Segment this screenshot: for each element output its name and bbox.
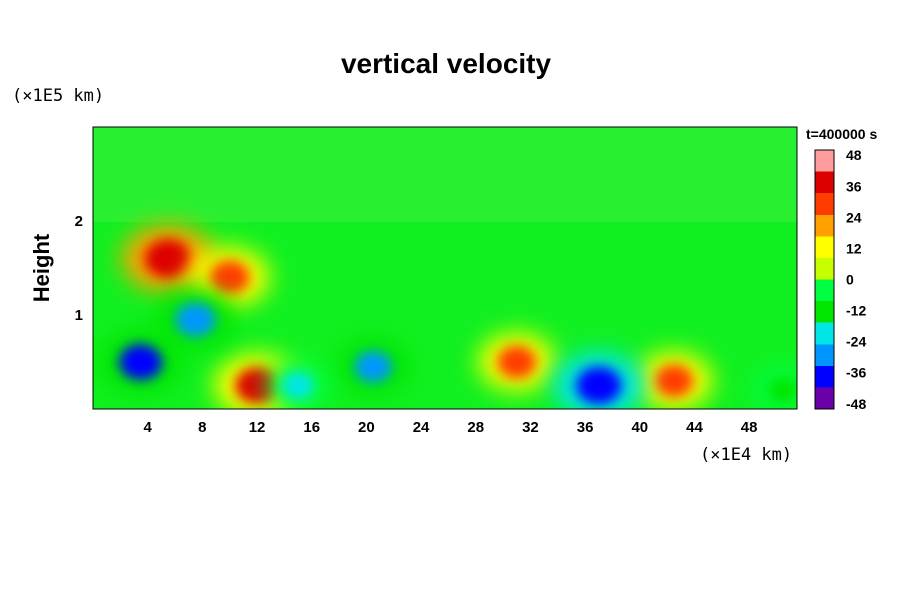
x-tick-label: 48 <box>741 419 758 436</box>
heatmap-cell <box>119 344 163 380</box>
colorbar-tick-label: 0 <box>846 272 854 288</box>
heatmap-features <box>97 224 797 409</box>
plot-frame <box>92 126 798 410</box>
colorbar-scale <box>814 149 835 410</box>
heatmap-cell <box>354 351 392 383</box>
x-axis-unit: (×1E4 km) <box>700 445 792 465</box>
y-axis-label: Height <box>29 233 54 302</box>
heatmap-cell <box>175 302 216 337</box>
y-axis-ticks: 12 <box>75 213 83 324</box>
x-tick-label: 12 <box>249 419 266 436</box>
heatmap-cell <box>235 367 279 404</box>
heatmap-cell <box>209 260 250 295</box>
time-label: t=400000 s <box>806 126 877 142</box>
colorbar-tick-label: -48 <box>846 396 866 412</box>
colorbar-tick-label: 36 <box>846 178 862 194</box>
x-tick-label: 40 <box>631 419 648 436</box>
y-axis-unit: (×1E5 km) <box>12 86 104 106</box>
chart-title: vertical velocity <box>341 48 552 79</box>
colorbar-labels: 48 36 24 12 0 -12 -24 -36 -48 <box>846 147 866 412</box>
colorbar-tick-label: 48 <box>846 147 862 163</box>
colorbar-tick-label: -12 <box>846 303 866 319</box>
x-tick-label: 32 <box>522 419 539 436</box>
heatmap-cell <box>282 371 315 400</box>
x-tick-label: 4 <box>144 419 153 436</box>
colorbar-tick-label: -24 <box>846 334 866 350</box>
x-tick-label: 8 <box>198 419 206 436</box>
x-tick-label: 36 <box>577 419 594 436</box>
heatmap-cell <box>144 239 192 278</box>
colorbar: 48 36 24 12 0 -12 -24 -36 -48 <box>814 147 866 412</box>
y-tick-label: 1 <box>75 307 83 324</box>
colorbar-tick-label: -36 <box>846 365 866 381</box>
upper-layer <box>93 127 797 222</box>
x-tick-label: 20 <box>358 419 375 436</box>
heatmap-cell <box>768 377 797 404</box>
y-tick-label: 2 <box>75 213 83 230</box>
x-tick-label: 16 <box>303 419 320 436</box>
heatmap-cell <box>497 345 537 379</box>
heatmap-cell <box>576 366 622 405</box>
heatmap-cell <box>654 364 694 397</box>
colorbar-tick-label: 12 <box>846 240 862 256</box>
plot-area <box>92 126 798 410</box>
x-axis-ticks: 4 8 12 16 20 24 28 32 36 40 44 48 <box>144 419 758 436</box>
x-tick-label: 24 <box>413 419 430 436</box>
colorbar-tick-label: 24 <box>846 209 862 225</box>
x-tick-label: 44 <box>686 419 703 436</box>
x-tick-label: 28 <box>467 419 484 436</box>
